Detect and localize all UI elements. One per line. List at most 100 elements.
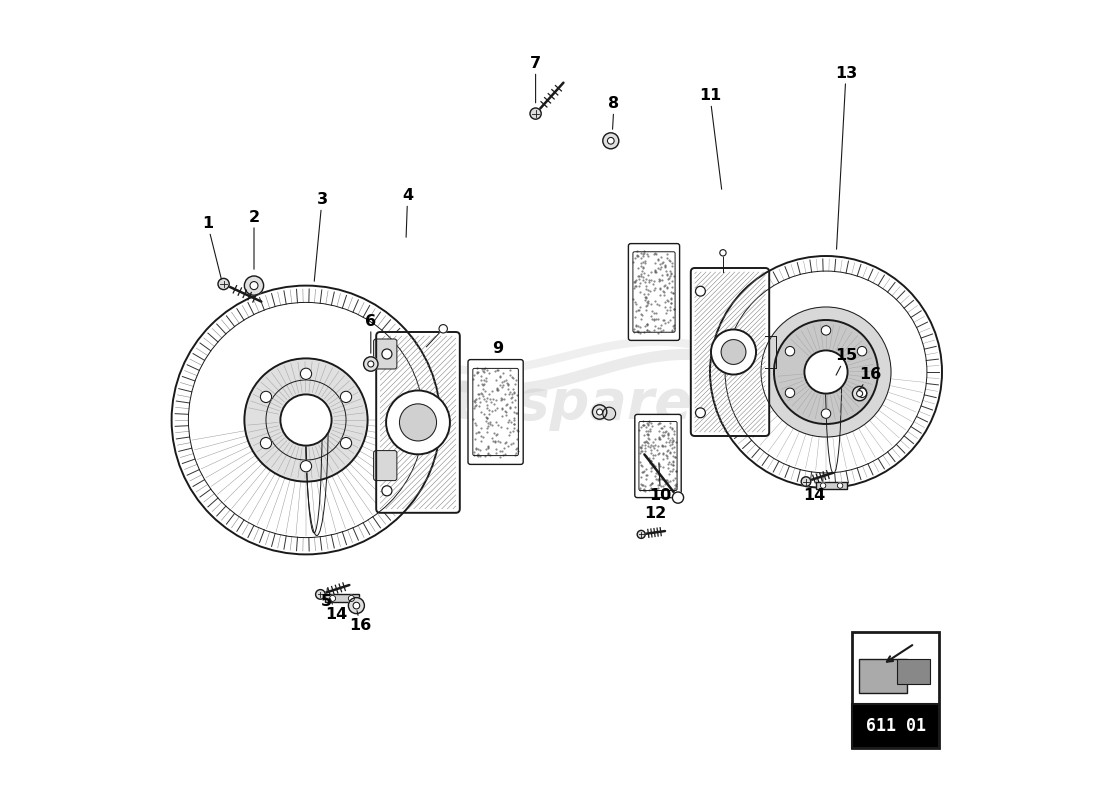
Point <box>632 471 650 484</box>
Point <box>478 412 496 425</box>
Point <box>637 425 654 438</box>
Point <box>470 366 487 378</box>
Point <box>646 319 663 332</box>
Point <box>471 450 488 462</box>
Point <box>646 256 663 269</box>
Bar <box>852 632 938 748</box>
FancyBboxPatch shape <box>635 414 681 498</box>
Point <box>508 424 526 437</box>
Circle shape <box>593 405 607 419</box>
Point <box>659 427 676 440</box>
Point <box>507 446 525 459</box>
Point <box>650 467 668 480</box>
Point <box>505 412 522 425</box>
Point <box>495 448 513 461</box>
Circle shape <box>386 390 450 454</box>
Point <box>640 295 658 308</box>
Point <box>642 465 660 478</box>
Point <box>647 433 664 446</box>
Point <box>471 396 488 409</box>
Text: 13: 13 <box>835 66 857 250</box>
Point <box>464 373 482 386</box>
Point <box>667 436 684 449</box>
Point <box>634 248 651 261</box>
Point <box>657 295 674 308</box>
Point <box>659 295 676 308</box>
Point <box>647 266 664 278</box>
Point <box>661 303 679 316</box>
Point <box>474 389 492 402</box>
Point <box>500 364 518 377</box>
Point <box>502 401 519 414</box>
Point <box>632 246 650 259</box>
Point <box>644 305 661 318</box>
Point <box>651 472 669 485</box>
Point <box>645 314 662 326</box>
Circle shape <box>852 386 867 401</box>
Point <box>480 420 497 433</box>
Circle shape <box>822 409 830 418</box>
Point <box>492 435 509 448</box>
Point <box>487 382 505 394</box>
Point <box>473 363 491 376</box>
Point <box>656 428 673 441</box>
Point <box>499 378 517 391</box>
Circle shape <box>672 492 683 503</box>
Point <box>477 411 495 424</box>
Point <box>629 270 647 282</box>
Point <box>666 483 683 496</box>
Point <box>466 433 484 446</box>
Point <box>476 385 494 398</box>
Point <box>629 261 647 274</box>
Point <box>497 406 515 418</box>
Point <box>637 468 654 481</box>
Point <box>500 386 518 398</box>
Point <box>630 326 648 339</box>
Point <box>664 434 682 447</box>
Point <box>499 382 517 395</box>
Point <box>658 269 675 282</box>
Point <box>638 421 656 434</box>
Point <box>626 322 644 335</box>
Point <box>638 296 656 309</box>
Circle shape <box>349 598 364 614</box>
Point <box>638 298 656 311</box>
Point <box>484 431 502 444</box>
Point <box>505 422 522 435</box>
Point <box>639 288 657 301</box>
Point <box>641 298 659 310</box>
Circle shape <box>218 278 229 290</box>
Point <box>634 309 651 322</box>
Point <box>654 480 672 493</box>
Point <box>661 417 679 430</box>
Point <box>630 270 648 282</box>
Point <box>662 442 680 454</box>
Point <box>509 424 527 437</box>
Point <box>488 402 506 414</box>
Point <box>630 455 648 468</box>
Point <box>642 482 660 495</box>
Point <box>635 484 652 497</box>
Point <box>667 471 684 484</box>
Point <box>470 379 487 392</box>
Point <box>639 428 657 441</box>
Text: 11: 11 <box>698 89 722 190</box>
Point <box>478 442 496 454</box>
Point <box>664 450 682 462</box>
Point <box>635 288 652 301</box>
Point <box>641 284 659 297</box>
Point <box>507 406 525 419</box>
Point <box>504 370 521 383</box>
Point <box>660 468 678 481</box>
Point <box>496 387 514 400</box>
Point <box>473 374 491 386</box>
Point <box>657 449 674 462</box>
Point <box>650 274 668 287</box>
Point <box>657 482 674 495</box>
Point <box>505 406 522 418</box>
Text: 16: 16 <box>859 367 881 390</box>
Point <box>635 479 652 492</box>
Point <box>628 249 646 262</box>
Point <box>654 256 672 269</box>
Point <box>632 260 650 273</box>
